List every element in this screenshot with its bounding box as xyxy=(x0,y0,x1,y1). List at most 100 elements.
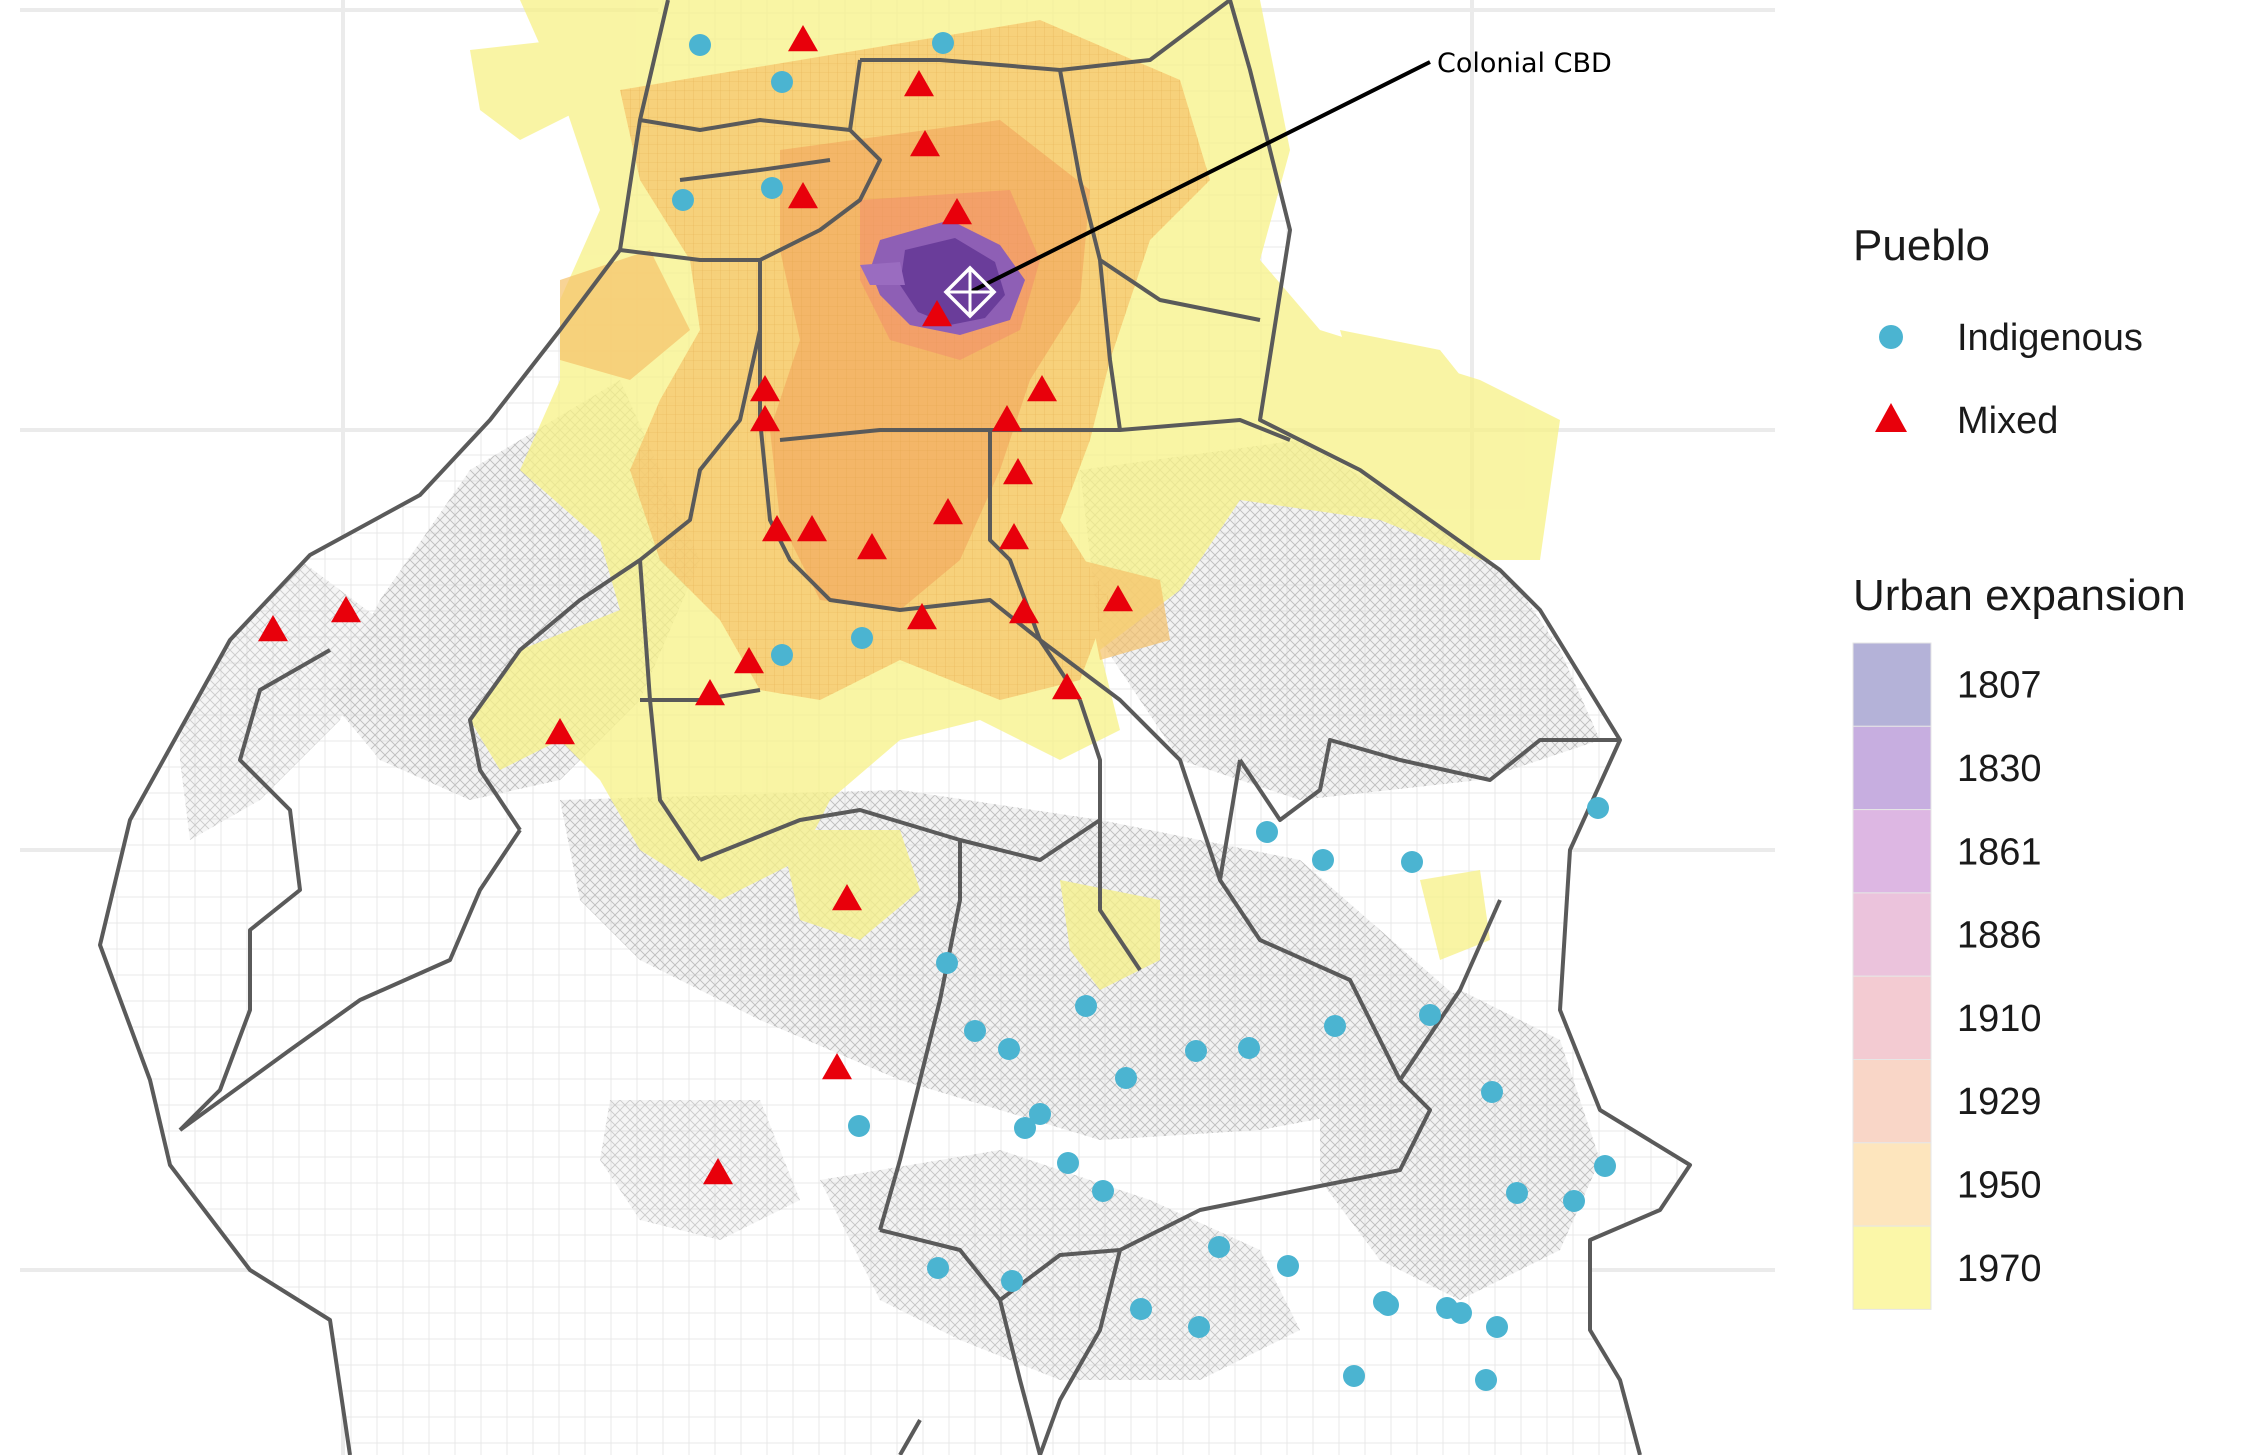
indigenous-pueblo-marker xyxy=(1057,1152,1079,1174)
indigenous-pueblo-marker xyxy=(1238,1037,1260,1059)
legend-urban-swatch-1910 xyxy=(1852,975,1932,1061)
indigenous-pueblo-marker xyxy=(1594,1155,1616,1177)
mixed-pueblo-marker xyxy=(750,375,780,402)
indigenous-pueblo-marker xyxy=(1092,1180,1114,1202)
indigenous-pueblo-marker xyxy=(1001,1270,1023,1292)
indigenous-pueblo-marker xyxy=(1475,1369,1497,1391)
legend-urban-label-1886: 1886 xyxy=(1957,915,2042,957)
legend: Pueblo Indigenous Mixed Urban expansion … xyxy=(1852,221,2186,1310)
indigenous-pueblo-marker xyxy=(689,34,711,56)
indigenous-pueblo-marker xyxy=(1373,1291,1395,1313)
mixed-pueblo-marker xyxy=(762,515,792,542)
mixed-pueblo-marker xyxy=(695,679,725,706)
indigenous-pueblo-marker xyxy=(1324,1015,1346,1037)
mixed-pueblo-marker xyxy=(788,25,818,52)
indigenous-pueblo-marker xyxy=(1130,1298,1152,1320)
legend-pueblo-title: Pueblo xyxy=(1853,221,1990,270)
legend-urban-label-1910: 1910 xyxy=(1957,998,2042,1040)
legend-urban-label-1929: 1929 xyxy=(1957,1081,2042,1123)
mixed-pueblo-marker xyxy=(788,182,818,209)
legend-urban-items: 1807 1830 1861 1886 1910 1929 1950 1970 xyxy=(1852,642,2042,1310)
indigenous-pueblo-marker xyxy=(851,627,873,649)
legend-urban-swatch-1950 xyxy=(1852,1142,1932,1227)
indigenous-pueblo-markers xyxy=(672,32,1616,1391)
indigenous-pueblo-marker xyxy=(848,1115,870,1137)
mixed-pueblo-marker xyxy=(1009,597,1039,624)
legend-indigenous-label: Indigenous xyxy=(1957,317,2143,359)
mixed-pueblo-marker xyxy=(992,405,1022,432)
indigenous-pueblo-marker xyxy=(1115,1067,1137,1089)
legend-mixed-label: Mixed xyxy=(1957,400,2058,442)
indigenous-pueblo-marker xyxy=(1419,1004,1441,1026)
legend-urban-label-1950: 1950 xyxy=(1957,1164,2042,1206)
mixed-pueblo-marker xyxy=(331,596,361,623)
indigenous-pueblo-marker xyxy=(1014,1117,1036,1139)
mixed-pueblo-markers xyxy=(258,25,1133,1185)
indigenous-pueblo-marker xyxy=(998,1038,1020,1060)
cbd-leader-line xyxy=(969,60,1431,294)
indigenous-pueblo-marker xyxy=(1450,1302,1472,1324)
legend-urban-label-1807: 1807 xyxy=(1957,665,2042,707)
indigenous-pueblo-marker xyxy=(672,189,694,211)
mixed-pueblo-marker xyxy=(750,405,780,432)
legend-pueblo: Pueblo Indigenous Mixed xyxy=(1853,221,2143,442)
mixed-pueblo-marker xyxy=(999,523,1029,550)
indigenous-pueblo-marker xyxy=(1481,1081,1503,1103)
legend-urban-swatch-1861 xyxy=(1852,809,1932,894)
indigenous-pueblo-marker xyxy=(1208,1236,1230,1258)
legend-urban-swatch-1830 xyxy=(1852,725,1932,811)
mixed-pueblo-marker xyxy=(545,718,575,745)
mixed-pueblo-marker xyxy=(1027,375,1057,402)
indigenous-pueblo-marker xyxy=(1401,851,1423,873)
indigenous-pueblo-marker xyxy=(1343,1365,1365,1387)
legend-urban-expansion: Urban expansion 1807 1830 1861 1886 1910 1929… xyxy=(1852,571,2186,1310)
mixed-pueblo-marker xyxy=(933,498,963,525)
legend-urban-label-1830: 1830 xyxy=(1957,748,2042,790)
indigenous-pueblo-marker xyxy=(1486,1316,1508,1338)
mixed-pueblo-marker xyxy=(904,70,934,97)
indigenous-pueblo-marker xyxy=(1256,821,1278,843)
legend-urban-swatch-1886 xyxy=(1852,892,1932,977)
mixed-pueblo-marker xyxy=(703,1158,733,1185)
indigenous-pueblo-marker xyxy=(1563,1190,1585,1212)
legend-urban-label-1861: 1861 xyxy=(1957,831,2042,873)
cbd-label: Colonial CBD xyxy=(1437,48,1612,79)
legend-indigenous-symbol xyxy=(1879,325,1903,349)
indigenous-pueblo-marker xyxy=(927,1257,949,1279)
legend-urban-swatch-1807 xyxy=(1852,642,1932,727)
indigenous-pueblo-marker xyxy=(771,644,793,666)
mixed-pueblo-marker xyxy=(910,130,940,157)
indigenous-pueblo-marker xyxy=(1188,1316,1210,1338)
indigenous-pueblo-marker xyxy=(932,32,954,54)
cbd-marker xyxy=(943,265,997,319)
mixed-pueblo-marker xyxy=(822,1053,852,1080)
outer-boundary xyxy=(98,0,670,1455)
indigenous-pueblo-marker xyxy=(1587,797,1609,819)
mixed-pueblo-marker xyxy=(922,300,952,327)
indigenous-pueblo-marker xyxy=(1312,849,1334,871)
indigenous-pueblo-marker xyxy=(1277,1255,1299,1277)
legend-urban-swatch-1929 xyxy=(1852,1059,1932,1144)
indigenous-pueblo-marker xyxy=(964,1020,986,1042)
legend-urban-label-1970: 1970 xyxy=(1957,1248,2042,1290)
indigenous-pueblo-marker xyxy=(771,71,793,93)
legend-urban-title: Urban expansion xyxy=(1853,571,2186,620)
indigenous-pueblo-marker xyxy=(936,952,958,974)
delegation-boundaries xyxy=(98,0,1692,1455)
legend-mixed-symbol xyxy=(1875,403,1907,432)
mixed-pueblo-marker xyxy=(832,884,862,911)
urban-expansion-1807-1886 xyxy=(860,220,1025,335)
indigenous-pueblo-marker xyxy=(1185,1040,1207,1062)
mixed-pueblo-marker xyxy=(797,515,827,542)
indigenous-pueblo-marker xyxy=(761,177,783,199)
mixed-pueblo-marker xyxy=(857,533,887,560)
legend-urban-swatch-1970 xyxy=(1852,1225,1932,1310)
cbd-annotation: Colonial CBD xyxy=(943,48,1612,319)
mixed-pueblo-marker xyxy=(258,615,288,642)
mixed-pueblo-marker xyxy=(942,198,972,225)
mixed-pueblo-marker xyxy=(1103,585,1133,612)
mixed-pueblo-marker xyxy=(1052,673,1082,700)
mixed-pueblo-marker xyxy=(1003,458,1033,485)
indigenous-pueblo-marker xyxy=(1029,1103,1051,1125)
